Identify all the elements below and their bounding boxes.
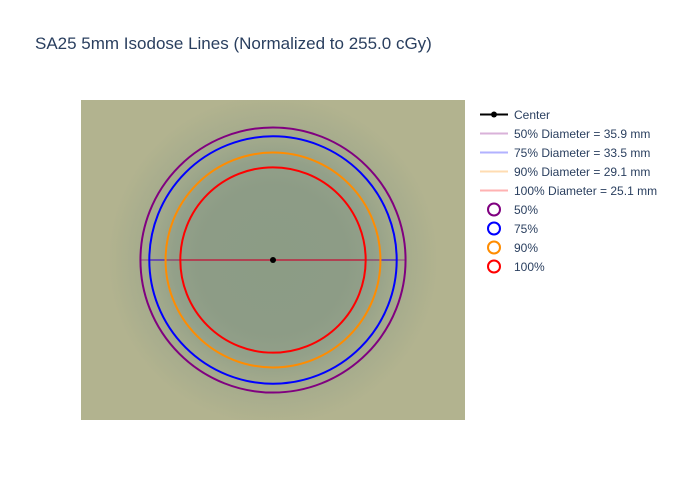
legend-item-center[interactable]: Center [478, 105, 657, 124]
legend-swatch-isodose-100pct [487, 259, 501, 274]
legend-label-isodose-90pct: 90% [514, 240, 539, 255]
legend-swatch-diameter-100pct [480, 189, 508, 192]
isodose-circles [139, 126, 407, 394]
legend-label-diameter-50pct: 50% Diameter = 35.9 mm [514, 126, 651, 141]
isodose-circle-75pct[interactable] [148, 135, 398, 385]
legend-swatch-isodose-50pct [487, 202, 501, 217]
legend-label-diameter-90pct: 90% Diameter = 29.1 mm [514, 164, 651, 179]
legend-label-diameter-100pct: 100% Diameter = 25.1 mm [514, 183, 658, 198]
legend: Center 50% Diameter = 35.9 mm 75% Diameter… [478, 105, 657, 276]
legend-swatch-isodose-75pct [487, 221, 501, 236]
legend-swatch-diameter-50pct [480, 132, 508, 135]
legend-item-isodose-100pct[interactable]: 100% [478, 257, 657, 276]
legend-label-diameter-75pct: 75% Diameter = 33.5 mm [514, 145, 651, 160]
legend-label-isodose-100pct: 100% [514, 259, 545, 274]
legend-swatch-diameter-90pct [480, 170, 508, 173]
isodose-circle-90pct[interactable] [164, 151, 382, 369]
legend-item-isodose-75pct[interactable]: 75% [478, 219, 657, 238]
legend-label-isodose-75pct: 75% [514, 221, 539, 236]
plot-area [81, 100, 465, 420]
legend-label-isodose-50pct: 50% [514, 202, 539, 217]
legend-label-center: Center [514, 107, 551, 122]
isodose-circle-50pct[interactable] [139, 126, 407, 394]
legend-item-diameter-100pct[interactable]: 100% Diameter = 25.1 mm [478, 181, 657, 200]
center-point[interactable] [270, 257, 276, 263]
legend-item-isodose-50pct[interactable]: 50% [478, 200, 657, 219]
isodose-circle-100pct[interactable] [179, 166, 367, 354]
legend-item-isodose-90pct[interactable]: 90% [478, 238, 657, 257]
legend-swatch-diameter-75pct [480, 151, 508, 154]
chart-title: SA25 5mm Isodose Lines (Normalized to 25… [35, 34, 432, 53]
legend-item-diameter-50pct[interactable]: 50% Diameter = 35.9 mm [478, 124, 657, 143]
legend-item-diameter-75pct[interactable]: 75% Diameter = 33.5 mm [478, 143, 657, 162]
legend-item-diameter-90pct[interactable]: 90% Diameter = 29.1 mm [478, 162, 657, 181]
legend-swatch-isodose-90pct [487, 240, 501, 255]
legend-swatch-center [480, 111, 508, 118]
